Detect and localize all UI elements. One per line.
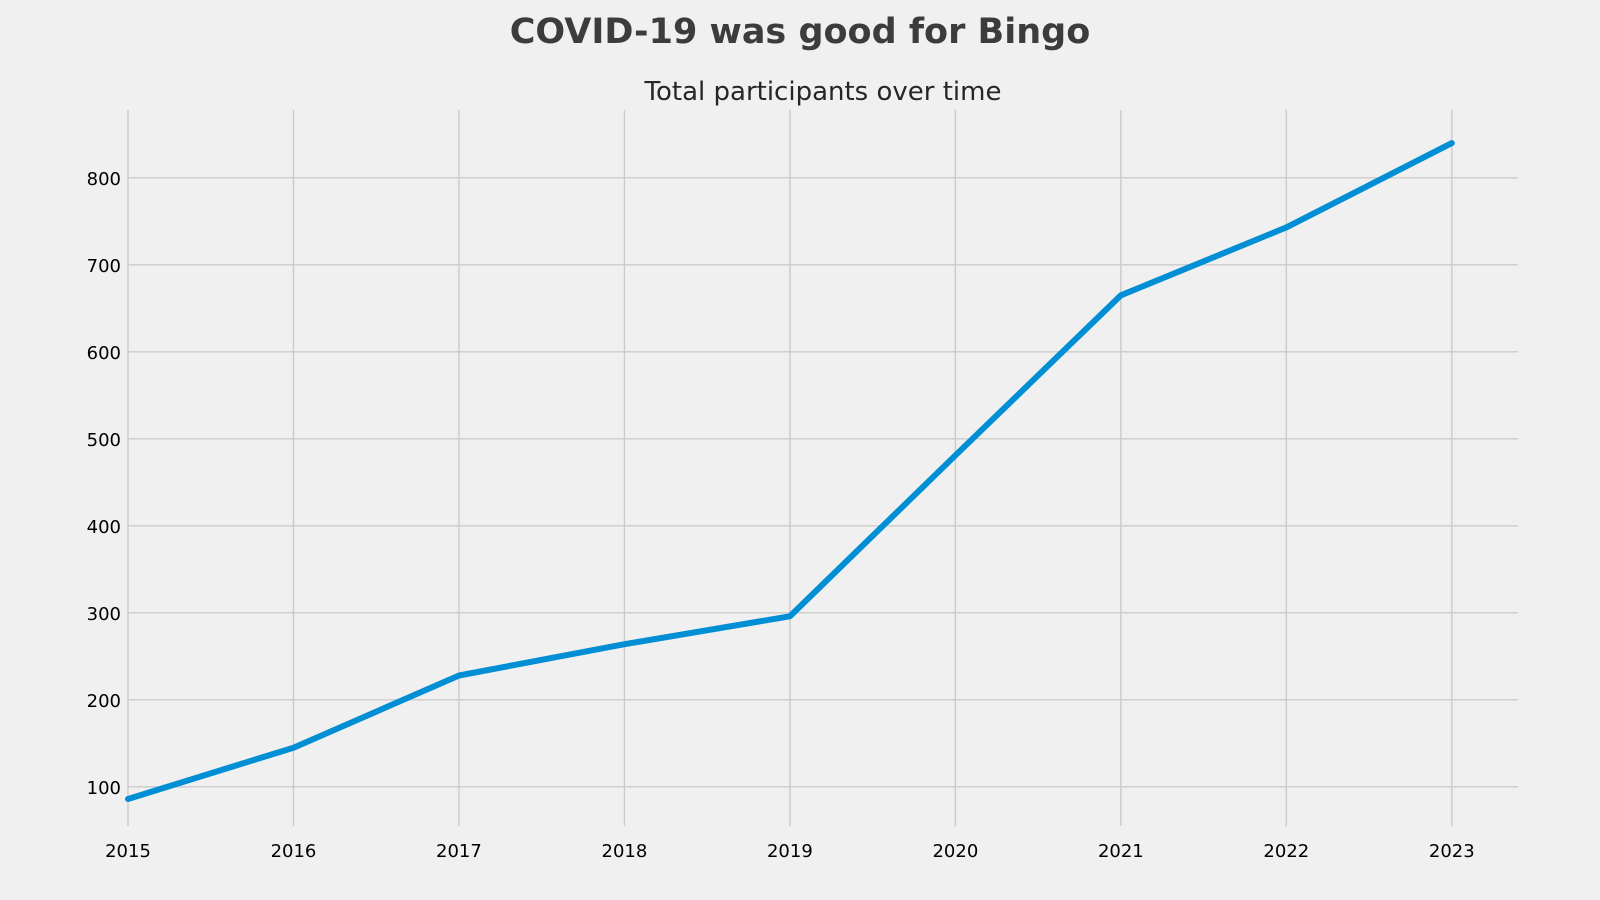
data-point <box>789 615 791 617</box>
x-tick-label: 2020 <box>932 841 978 862</box>
data-point <box>458 674 460 676</box>
data-point <box>623 643 625 645</box>
y-tick-label: 700 <box>87 256 121 277</box>
x-tick-label: 2018 <box>602 841 648 862</box>
y-tick-labels: 100 200 300 400 500 600 700 800 <box>87 169 121 799</box>
x-tick-label: 2016 <box>271 841 317 862</box>
x-tick-labels: 2015 2016 2017 2018 2019 2020 2021 2022 2023 <box>105 841 1475 862</box>
y-tick-label: 300 <box>87 604 121 625</box>
grid <box>127 110 1518 826</box>
y-tick-label: 800 <box>87 169 121 190</box>
x-tick-label: 2021 <box>1098 841 1144 862</box>
y-tick-label: 600 <box>87 343 121 364</box>
y-tick-label: 400 <box>87 517 121 538</box>
x-tick-label: 2022 <box>1263 841 1309 862</box>
chart-title: COVID-19 was good for Bingo <box>509 12 1091 52</box>
x-tick-label: 2019 <box>767 841 813 862</box>
x-tick-label: 2017 <box>436 841 482 862</box>
data-point <box>1120 294 1122 296</box>
data-point <box>1451 142 1453 144</box>
data-point <box>954 454 956 456</box>
y-tick-label: 100 <box>87 778 121 799</box>
y-tick-label: 500 <box>87 430 121 451</box>
y-tick-label: 200 <box>87 691 121 712</box>
series-group <box>125 140 1455 802</box>
data-point <box>127 798 129 800</box>
chart-subtitle: Total participants over time <box>644 77 1002 107</box>
x-tick-label: 2023 <box>1429 841 1475 862</box>
data-point <box>1285 226 1287 228</box>
data-point <box>292 747 294 749</box>
x-tick-label: 2015 <box>105 841 151 862</box>
